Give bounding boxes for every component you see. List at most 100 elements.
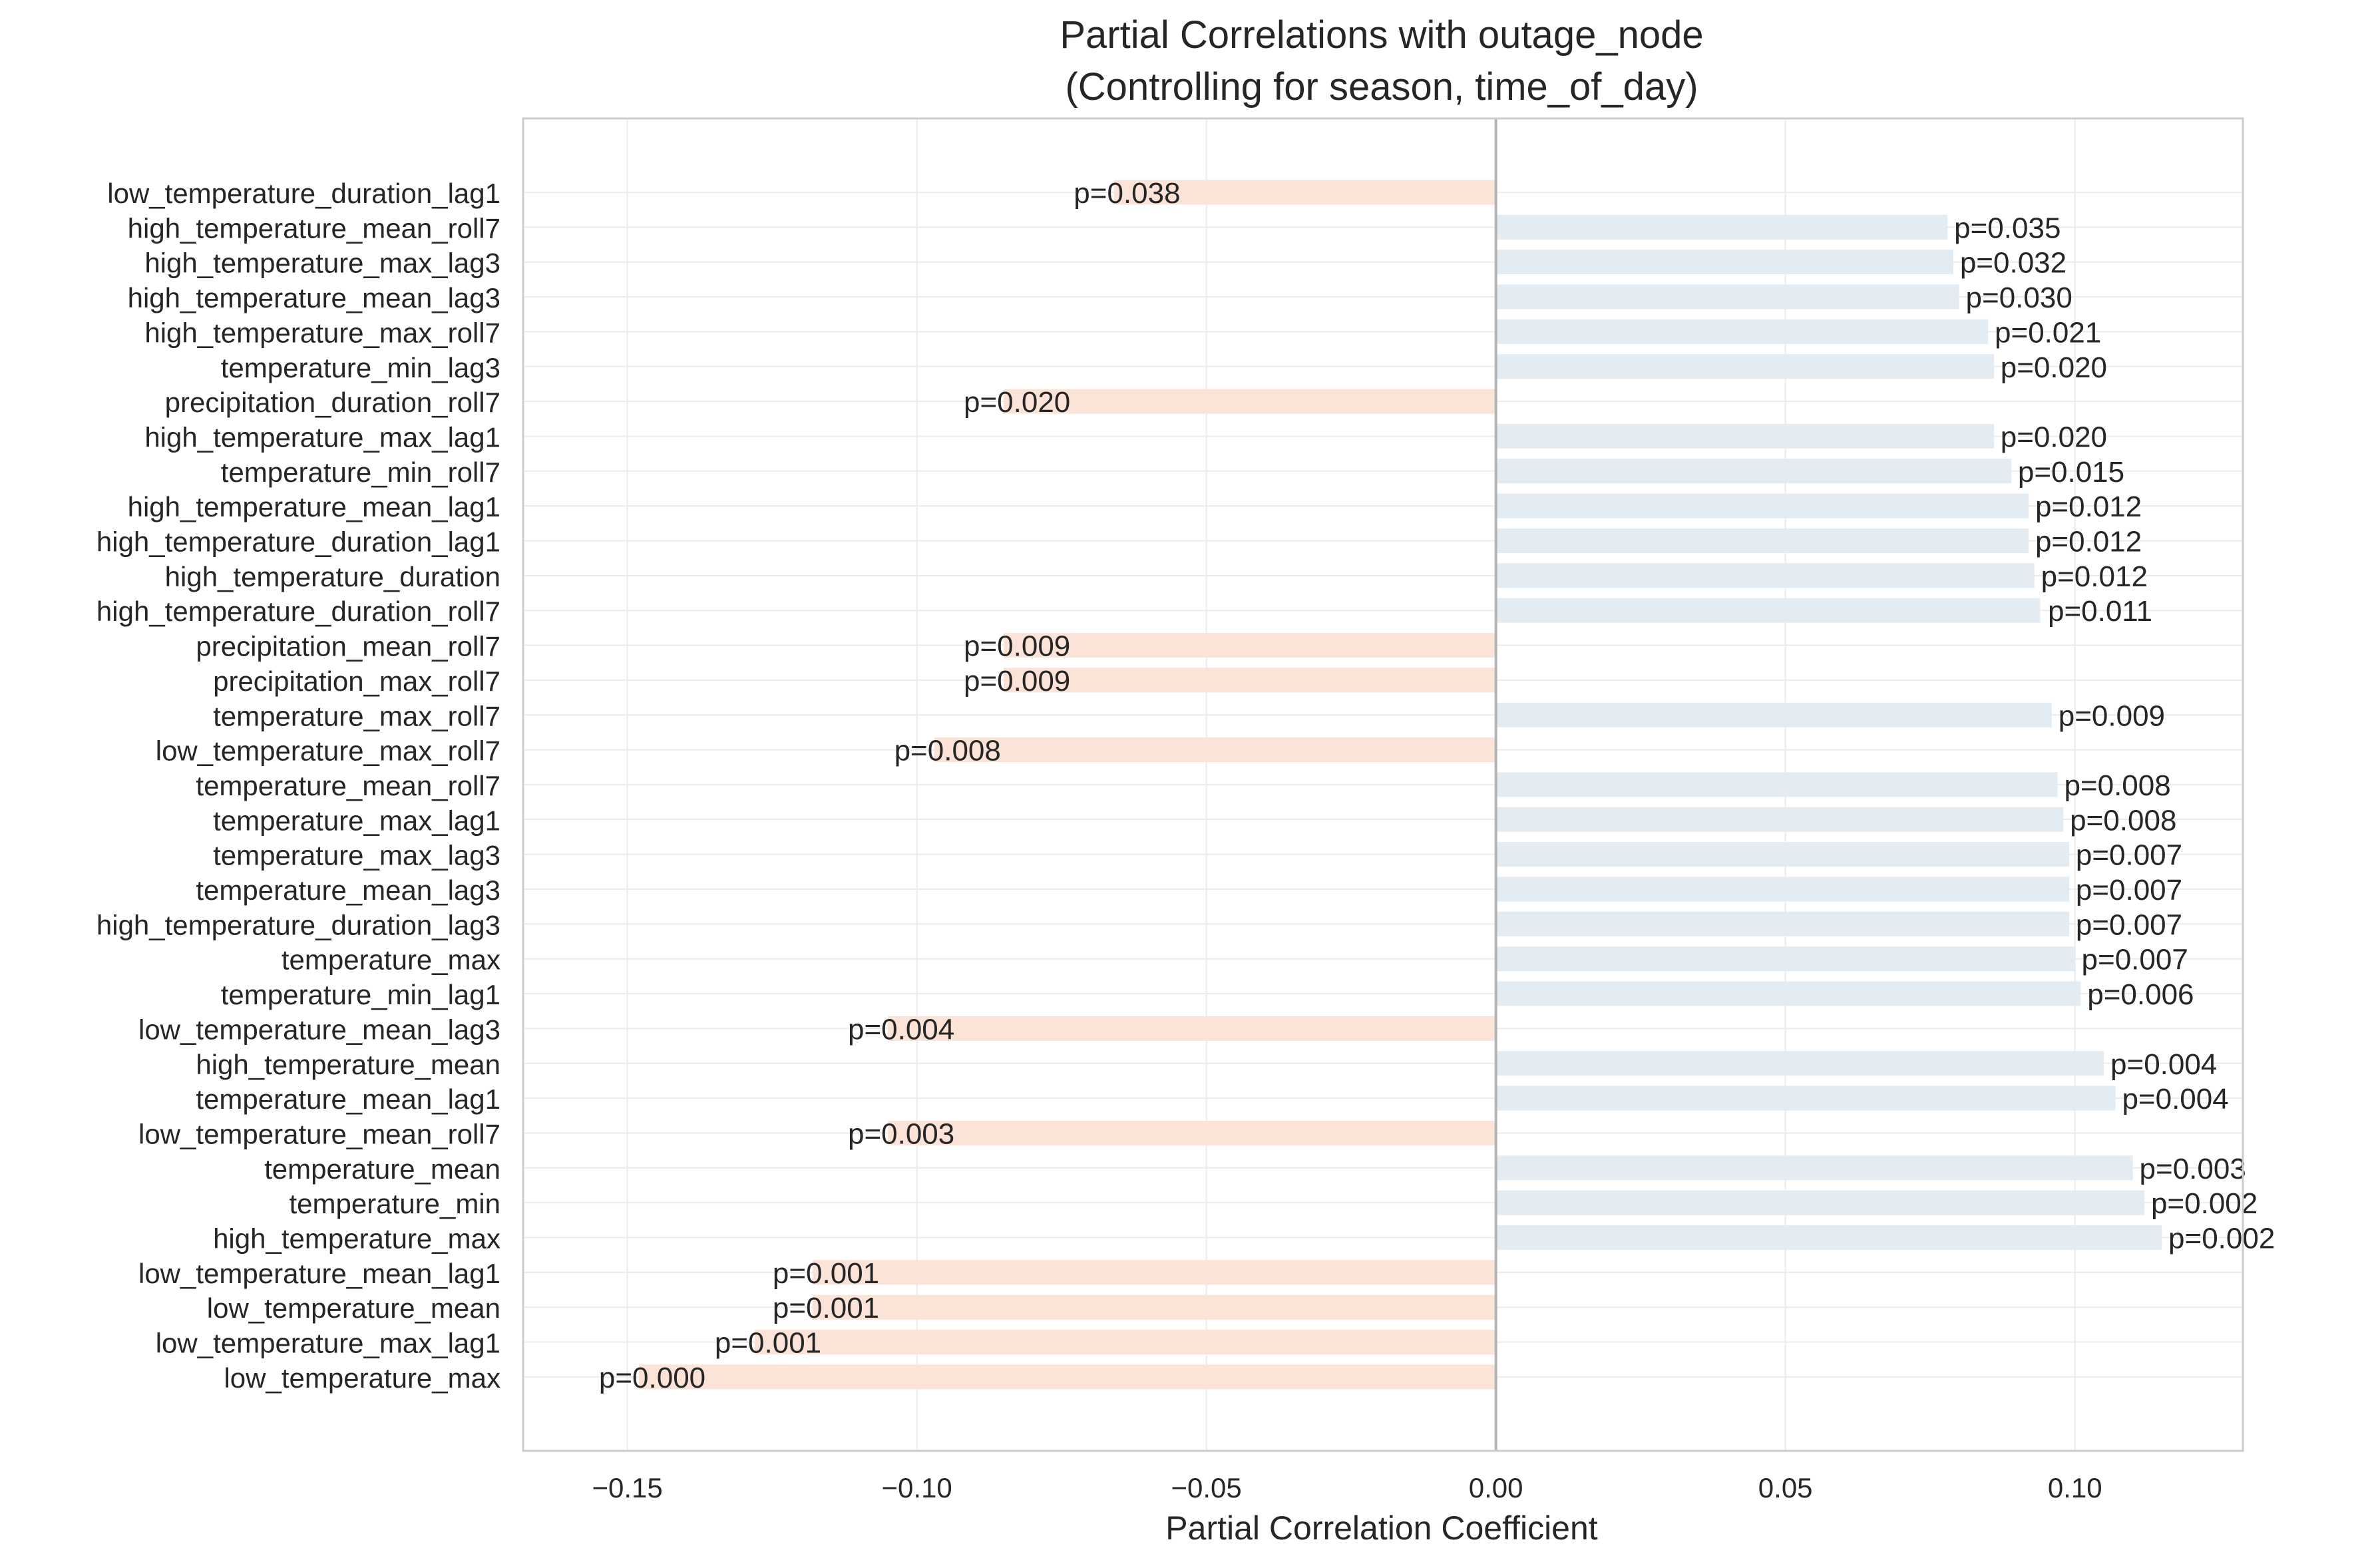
p-value-label: p=0.009	[964, 630, 1070, 663]
bar	[813, 1294, 1496, 1320]
y-tick-label: high_temperature_max_roll7	[144, 317, 500, 348]
bar	[888, 1120, 1496, 1145]
y-tick-label: temperature_min_lag1	[221, 979, 500, 1010]
y-tick-label: high_temperature_duration_roll7	[97, 596, 500, 627]
y-tick-label: high_temperature_duration_lag3	[97, 909, 500, 940]
p-value-label: p=0.008	[2064, 769, 2170, 802]
p-value-label: p=0.035	[1954, 212, 2061, 244]
p-value-label: p=0.032	[1960, 247, 2067, 280]
bar	[1495, 598, 2041, 623]
p-value-label: p=0.020	[2001, 351, 2107, 384]
y-tick-labels: low_temperature_duration_lag1high_temper…	[97, 178, 500, 1394]
p-value-label: p=0.000	[599, 1362, 705, 1394]
bars	[639, 180, 2162, 1390]
x-tick-label: −0.15	[592, 1472, 662, 1503]
p-value-label: p=0.020	[2001, 421, 2107, 453]
bar	[1004, 633, 1496, 658]
x-tick-labels: −0.15 −0.10 −0.05 0.00 0.05 0.10	[592, 1472, 2102, 1503]
y-tick-label: high_temperature_mean_roll7	[128, 212, 500, 244]
bar	[1495, 528, 2029, 553]
y-tick-label: high_temperature_duration_lag1	[97, 526, 500, 558]
p-value-label: p=0.004	[2122, 1083, 2228, 1115]
bar	[1495, 981, 2081, 1006]
y-tick-label: precipitation_max_roll7	[213, 666, 500, 697]
bar	[1495, 1155, 2133, 1181]
p-value-label: p=0.011	[2048, 595, 2152, 628]
y-tick-label: low_temperature_max_lag1	[156, 1328, 500, 1359]
bar	[1495, 214, 1948, 240]
y-tick-label: temperature_min_lag3	[221, 352, 500, 383]
p-value-label: p=0.003	[2140, 1153, 2246, 1185]
y-tick-label: low_temperature_mean_lag1	[138, 1258, 500, 1289]
y-tick-label: temperature_min_roll7	[221, 457, 500, 488]
p-value-label: p=0.012	[2035, 490, 2142, 523]
bar	[1495, 946, 2075, 972]
bar	[888, 1016, 1496, 1041]
p-value-label: p=0.007	[2076, 874, 2182, 906]
p-value-label: p=0.012	[2035, 526, 2142, 558]
plot-frame	[522, 117, 2244, 1452]
y-tick-label: temperature_min	[290, 1188, 500, 1219]
p-value-labels: p=0.038p=0.035p=0.032p=0.030p=0.021p=0.0…	[599, 177, 2275, 1394]
bar	[1495, 284, 1959, 309]
bar	[1495, 842, 2069, 867]
p-value-label: p=0.020	[964, 386, 1070, 419]
p-value-label: p=0.012	[2041, 560, 2148, 593]
y-tick-label: temperature_max_roll7	[213, 700, 500, 731]
p-value-label: p=0.003	[848, 1117, 954, 1150]
bar	[934, 737, 1496, 763]
y-tick-label: high_temperature_max_lag3	[144, 248, 500, 279]
p-value-label: p=0.038	[1074, 177, 1180, 210]
y-tick-label: temperature_mean_lag3	[196, 875, 500, 906]
bar	[1495, 911, 2069, 936]
y-tick-label: low_temperature_max_roll7	[156, 735, 500, 767]
y-tick-label: precipitation_mean_roll7	[196, 631, 500, 662]
y-tick-label: low_temperature_max	[224, 1362, 500, 1394]
bar	[1113, 180, 1496, 205]
y-tick-label: high_temperature_mean_lag3	[128, 282, 500, 313]
p-value-label: p=0.006	[2087, 978, 2194, 1011]
p-value-label: p=0.009	[2059, 699, 2165, 732]
p-value-label: p=0.021	[1995, 316, 2101, 349]
x-tick-label: 0.10	[2048, 1472, 2102, 1503]
p-value-label: p=0.030	[1966, 282, 2072, 314]
bar	[1495, 772, 2058, 797]
y-tick-label: temperature_mean_lag1	[196, 1083, 500, 1115]
p-value-label: p=0.007	[2076, 839, 2182, 872]
p-value-label: p=0.008	[2070, 804, 2176, 837]
x-axis-label: Partial Correlation Coefficient	[1165, 1509, 1597, 1547]
p-value-label: p=0.007	[2082, 944, 2188, 976]
bar	[1495, 702, 2052, 727]
y-tick-label: high_temperature_duration	[165, 561, 500, 592]
bar	[755, 1330, 1496, 1355]
chart-subtitle: (Controlling for season, time_of_day)	[1065, 65, 1698, 108]
bar	[1495, 563, 2035, 588]
y-tick-label: high_temperature_mean	[196, 1049, 500, 1080]
x-tick-label: 0.05	[1758, 1472, 1813, 1503]
p-value-label: p=0.009	[964, 665, 1070, 697]
bar	[1495, 1225, 2162, 1250]
x-tick-label: −0.05	[1171, 1472, 1241, 1503]
p-value-label: p=0.001	[773, 1257, 879, 1290]
bar	[1004, 389, 1496, 414]
y-tick-label: precipitation_duration_roll7	[165, 387, 500, 418]
x-tick-label: 0.00	[1469, 1472, 1523, 1503]
bar	[1495, 1085, 2116, 1111]
y-tick-label: low_temperature_duration_lag1	[107, 178, 500, 209]
bar	[813, 1260, 1496, 1285]
bar	[639, 1364, 1496, 1390]
bar	[1495, 1190, 2145, 1215]
bar	[1495, 877, 2069, 902]
y-tick-label: temperature_mean	[264, 1153, 500, 1185]
bar	[1495, 459, 2011, 484]
p-value-label: p=0.008	[894, 735, 1001, 767]
y-tick-label: high_temperature_max	[213, 1223, 500, 1255]
y-tick-label: high_temperature_mean_lag1	[128, 491, 500, 522]
y-tick-label: temperature_max	[282, 944, 500, 976]
bar	[1495, 493, 2029, 518]
y-tick-label: low_temperature_mean_lag3	[138, 1014, 500, 1045]
p-value-label: p=0.002	[2168, 1223, 2275, 1255]
y-tick-label: high_temperature_max_lag1	[144, 421, 500, 453]
bar	[1495, 807, 2064, 832]
